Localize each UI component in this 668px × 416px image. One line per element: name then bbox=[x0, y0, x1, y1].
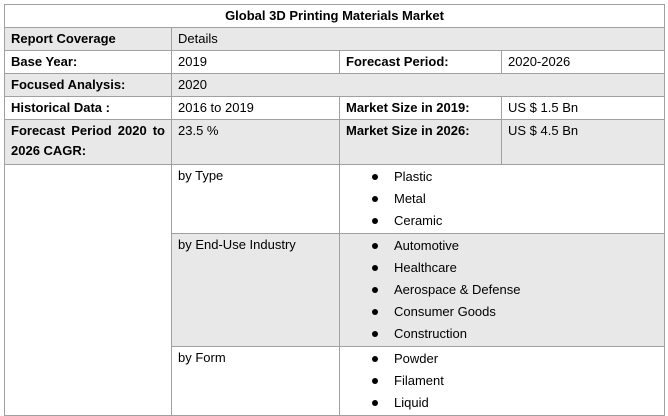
row-label: Report Coverage bbox=[4, 27, 172, 51]
table-row: Base Year: 2019 Forecast Period: 2020-20… bbox=[4, 50, 666, 74]
row-value: 2016 to 2019 bbox=[171, 96, 340, 120]
row-label: Market Size in 2019: bbox=[339, 96, 502, 120]
table-row: Forecast Period 2020 to 2026 CAGR: 23.5 … bbox=[4, 119, 666, 165]
row-value: US $ 1.5 Bn bbox=[500, 96, 666, 120]
market-report-table: Global 3D Printing Materials Market Repo… bbox=[3, 4, 666, 416]
list-item: Construction bbox=[368, 323, 658, 345]
row-label: Base Year: bbox=[4, 50, 172, 74]
row-label: Market Size in 2026: bbox=[339, 119, 502, 165]
table-row: by Type Plastic Metal Ceramic bbox=[4, 164, 666, 416]
segment-list: Automotive Healthcare Aerospace & Defens… bbox=[346, 235, 658, 345]
row-label: Historical Data : bbox=[4, 96, 172, 120]
segment-list: Plastic Metal Ceramic bbox=[346, 166, 658, 232]
segment-label: by Form bbox=[171, 346, 340, 416]
table-row: by End-Use Industry Automotive Healthcar… bbox=[5, 233, 666, 347]
list-item: Filament bbox=[368, 370, 658, 392]
empty-cell bbox=[4, 164, 172, 416]
row-label: Focused Analysis: bbox=[4, 73, 172, 97]
list-item: Aerospace & Defense bbox=[368, 279, 658, 301]
row-value: 23.5 % bbox=[171, 119, 340, 165]
list-item: Powder bbox=[368, 348, 658, 370]
table-row: Historical Data : 2016 to 2019 Market Si… bbox=[4, 96, 666, 120]
list-item: Plastic bbox=[368, 166, 658, 188]
row-value: Details bbox=[170, 27, 666, 51]
list-item: Consumer Goods bbox=[368, 301, 658, 323]
list-item: Liquid bbox=[368, 392, 658, 414]
row-label: Forecast Period 2020 to 2026 CAGR: bbox=[4, 119, 172, 165]
row-value: US $ 4.5 Bn bbox=[500, 119, 666, 165]
table-title: Global 3D Printing Materials Market bbox=[3, 4, 666, 28]
row-value: 2020 bbox=[170, 73, 666, 97]
table-row: Report Coverage Details bbox=[4, 27, 666, 51]
segment-label: by Type bbox=[171, 164, 340, 234]
table-row: by Form Powder Filament Liquid bbox=[5, 346, 666, 416]
row-value: 2020-2026 bbox=[500, 50, 666, 74]
segment-label: by End-Use Industry bbox=[171, 233, 340, 347]
list-item: Healthcare bbox=[368, 257, 658, 279]
table-row: Focused Analysis: 2020 bbox=[4, 73, 666, 97]
row-label: Forecast Period: bbox=[339, 50, 502, 74]
list-item: Metal bbox=[368, 188, 658, 210]
list-item: Ceramic bbox=[368, 210, 658, 232]
list-item: Automotive bbox=[368, 235, 658, 257]
row-value: 2019 bbox=[171, 50, 340, 74]
segment-list: Powder Filament Liquid bbox=[346, 348, 658, 414]
